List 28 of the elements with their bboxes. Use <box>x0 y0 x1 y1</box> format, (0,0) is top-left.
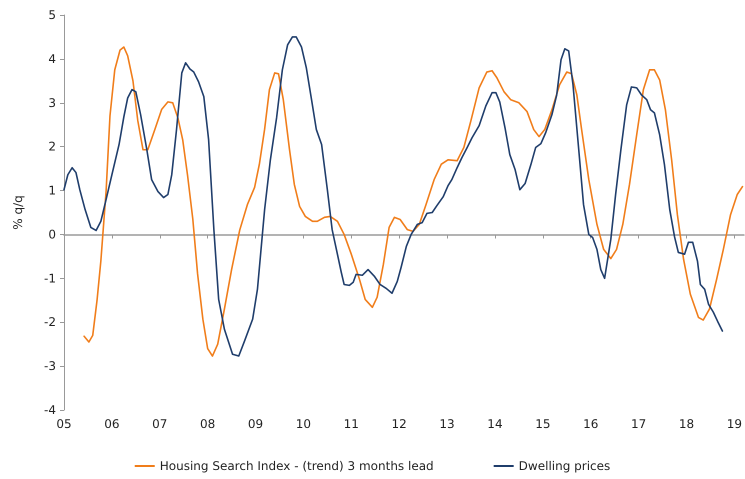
x-tick-label: 18 <box>678 417 694 431</box>
y-tick-label: 4 <box>48 52 56 66</box>
x-tick-label: 07 <box>152 417 168 431</box>
y-axis-title: % q/q <box>11 195 25 230</box>
x-tick-label: 08 <box>200 417 216 431</box>
x-tick-label: 11 <box>344 417 359 431</box>
x-tick-label: 13 <box>439 417 455 431</box>
x-tick-label: 09 <box>248 417 264 431</box>
y-tick-label: 3 <box>48 96 56 110</box>
x-tick-label: 16 <box>583 417 598 431</box>
y-tick-label: -3 <box>44 359 56 374</box>
y-tick-label: -1 <box>44 271 56 286</box>
y-tick-label: 2 <box>48 140 56 154</box>
y-tick-label: 5 <box>48 8 56 22</box>
y-tick-label: 0 <box>48 227 56 242</box>
x-tick-label: 10 <box>296 417 312 431</box>
x-tick-label: 05 <box>56 417 72 431</box>
y-tick-label: -2 <box>44 315 56 330</box>
legend-label: Dwelling prices <box>518 459 610 473</box>
y-tick-label: 1 <box>48 184 56 198</box>
x-tick-label: 15 <box>535 417 550 431</box>
x-tick-label: 12 <box>392 417 407 431</box>
x-tick-label: 19 <box>726 417 742 431</box>
x-tick-label: 14 <box>487 417 503 431</box>
y-tick-label: -4 <box>44 403 56 417</box>
legend-label: Housing Search Index - (trend) 3 months lead <box>160 459 434 473</box>
x-tick-label: 17 <box>630 417 646 431</box>
x-tick-label: 06 <box>104 417 120 431</box>
